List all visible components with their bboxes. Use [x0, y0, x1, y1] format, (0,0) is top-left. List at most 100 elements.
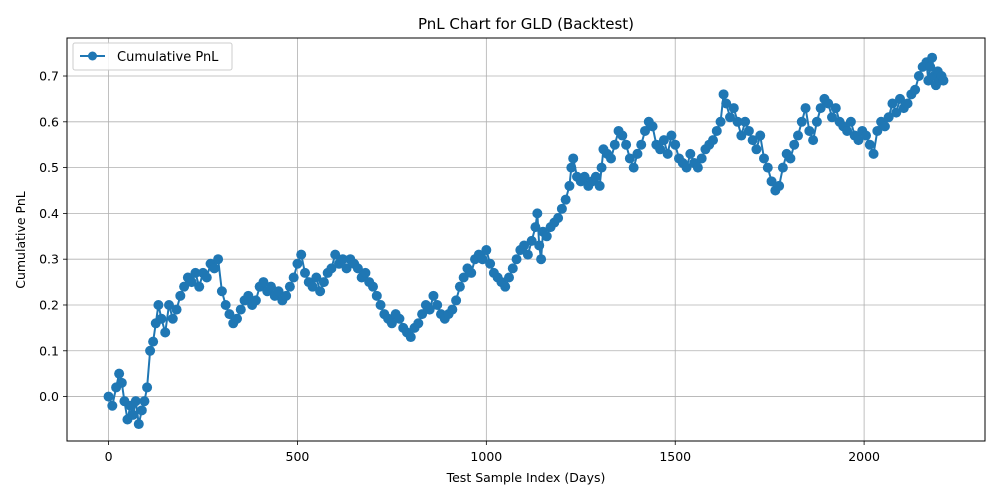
- data-point: [842, 125, 853, 136]
- y-tick-label: 0.6: [39, 114, 59, 129]
- data-point: [861, 130, 871, 141]
- data-point: [284, 281, 295, 292]
- data-point: [624, 153, 635, 164]
- data-point: [130, 396, 141, 407]
- data-point: [413, 318, 424, 329]
- data-point: [311, 272, 322, 283]
- data-point: [522, 249, 533, 260]
- data-point: [318, 277, 329, 288]
- data-point: [417, 309, 428, 320]
- data-point: [777, 162, 788, 173]
- y-tick-label: 0.7: [39, 69, 59, 84]
- data-point: [504, 272, 514, 283]
- data-point: [232, 313, 242, 324]
- data-point: [560, 194, 571, 205]
- legend-box: [72, 42, 233, 71]
- series-layer: [103, 52, 949, 430]
- data-point: [447, 304, 458, 315]
- data-point: [258, 277, 269, 288]
- data-point: [519, 240, 530, 251]
- data-point: [156, 313, 167, 324]
- data-point: [216, 286, 227, 297]
- chart-title: PnL Chart for GLD (Backtest): [418, 15, 634, 33]
- y-tick-label: 0.4: [39, 206, 59, 221]
- data-point: [800, 103, 811, 114]
- x-tick-label: 2000: [848, 449, 880, 464]
- data-point: [891, 107, 902, 118]
- data-point: [658, 135, 669, 146]
- data-point: [864, 139, 875, 150]
- data-point: [451, 295, 462, 306]
- data-point: [511, 254, 522, 265]
- data-point: [341, 263, 352, 274]
- x-tick-label: 0: [105, 449, 113, 464]
- data-point: [243, 290, 254, 301]
- data-point: [655, 144, 666, 155]
- data-point: [466, 267, 477, 278]
- data-point: [360, 267, 371, 278]
- data-point: [718, 89, 729, 100]
- data-point: [454, 281, 465, 292]
- y-tick-label: 0.2: [39, 297, 59, 312]
- data-point: [213, 254, 224, 265]
- data-point: [541, 231, 552, 242]
- data-point: [292, 258, 303, 269]
- data-point: [759, 153, 769, 164]
- data-point: [164, 299, 174, 310]
- data-point: [827, 112, 837, 123]
- data-point: [220, 299, 231, 310]
- data-point: [785, 153, 796, 164]
- data-point: [823, 98, 834, 109]
- data-point: [273, 286, 284, 297]
- data-point: [938, 75, 949, 86]
- data-point: [617, 130, 628, 141]
- data-point: [148, 336, 159, 347]
- data-point: [692, 162, 703, 173]
- legend-marker-swatch: [88, 51, 97, 61]
- data-point: [895, 93, 905, 104]
- data-point: [925, 61, 936, 72]
- y-tick-label: 0.5: [39, 160, 59, 175]
- data-point: [804, 125, 815, 136]
- data-point: [927, 52, 938, 63]
- data-point: [670, 139, 681, 150]
- data-point: [235, 304, 246, 315]
- data-point: [685, 148, 696, 159]
- data-point: [209, 263, 220, 274]
- data-point: [728, 103, 739, 114]
- data-point: [530, 222, 541, 233]
- data-point: [910, 84, 921, 95]
- data-point: [556, 203, 567, 214]
- data-point: [696, 153, 707, 164]
- data-point: [307, 281, 318, 292]
- data-point: [186, 277, 197, 288]
- data-point: [755, 130, 766, 141]
- data-point: [145, 345, 156, 356]
- data-point: [793, 130, 803, 141]
- data-point: [337, 254, 348, 265]
- data-point: [526, 235, 537, 246]
- data-point: [296, 249, 307, 260]
- data-point: [352, 263, 363, 274]
- plot-frame: [66, 37, 986, 442]
- data-point: [485, 258, 496, 269]
- data-point: [789, 139, 800, 150]
- data-point: [175, 290, 186, 301]
- data-point: [606, 153, 616, 164]
- data-point: [133, 419, 144, 430]
- data-point: [743, 125, 754, 136]
- data-point: [747, 135, 758, 146]
- data-point: [636, 139, 647, 150]
- data-point: [330, 249, 341, 260]
- data-point: [477, 254, 488, 265]
- data-point: [579, 171, 590, 182]
- data-point: [160, 327, 171, 338]
- legend-label: Cumulative PnL: [117, 50, 219, 65]
- data-point: [371, 290, 382, 301]
- data-point: [458, 272, 469, 283]
- data-point: [853, 135, 864, 146]
- data-point: [632, 148, 643, 159]
- data-point: [868, 148, 879, 159]
